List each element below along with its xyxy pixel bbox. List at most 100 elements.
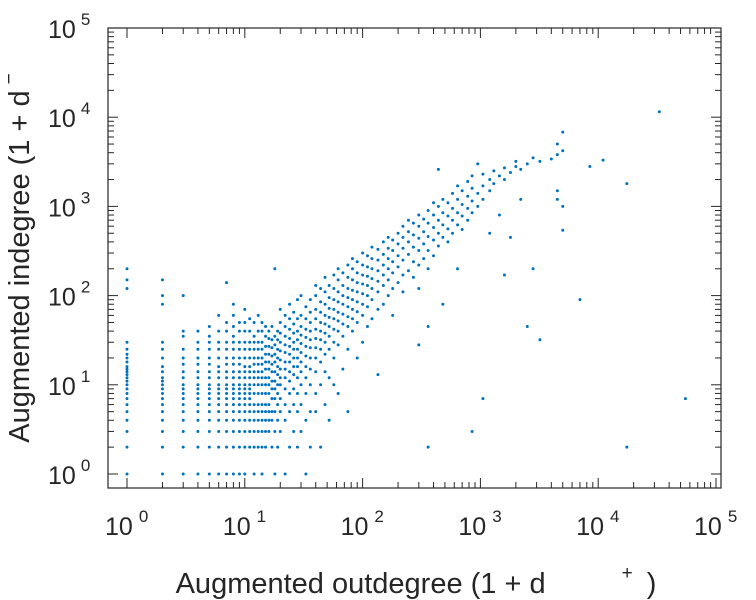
data-point bbox=[267, 337, 271, 341]
data-point bbox=[396, 242, 400, 246]
data-point bbox=[283, 472, 287, 476]
data-point bbox=[207, 325, 211, 329]
data-point bbox=[295, 445, 299, 449]
data-point bbox=[361, 292, 365, 296]
data-point bbox=[278, 429, 282, 433]
data-point bbox=[292, 347, 296, 351]
data-point bbox=[341, 367, 345, 371]
data-point bbox=[267, 360, 271, 364]
data-point bbox=[243, 403, 247, 407]
data-point bbox=[308, 410, 312, 414]
tick-labels: 10 0 10 0 10 1 10 1 10 2 10 2 10 3 10 3 10 4 10 4 10 5 10 5 bbox=[48, 10, 737, 541]
data-point bbox=[125, 383, 129, 387]
data-point bbox=[508, 170, 512, 174]
data-point bbox=[502, 166, 506, 170]
data-point bbox=[417, 224, 421, 228]
data-point bbox=[299, 313, 303, 317]
data-point bbox=[370, 287, 374, 291]
data-point bbox=[217, 429, 221, 433]
data-point bbox=[248, 429, 252, 433]
data-point bbox=[426, 267, 430, 271]
data-point bbox=[346, 263, 350, 267]
data-point bbox=[267, 418, 271, 422]
data-point bbox=[248, 370, 252, 374]
data-point bbox=[381, 252, 385, 256]
data-point bbox=[243, 320, 247, 324]
data-point bbox=[555, 189, 559, 193]
data-point bbox=[260, 356, 264, 360]
data-point bbox=[248, 383, 252, 387]
data-point bbox=[531, 156, 535, 160]
data-point bbox=[273, 360, 277, 364]
data-point bbox=[278, 367, 282, 371]
data-point bbox=[243, 410, 247, 414]
data-point bbox=[376, 290, 380, 294]
data-point bbox=[196, 429, 200, 433]
data-point bbox=[267, 410, 271, 414]
data-point bbox=[207, 391, 211, 395]
data-point bbox=[502, 273, 506, 277]
data-point bbox=[396, 231, 400, 235]
data-point bbox=[391, 313, 395, 317]
data-point bbox=[237, 387, 241, 391]
data-point bbox=[125, 347, 129, 351]
data-point bbox=[181, 334, 185, 338]
data-point bbox=[270, 387, 274, 391]
data-point bbox=[314, 337, 318, 341]
data-point bbox=[260, 410, 264, 414]
data-point bbox=[217, 387, 221, 391]
data-point bbox=[160, 397, 164, 401]
data-point bbox=[243, 383, 247, 387]
data-point bbox=[125, 360, 129, 364]
data-point bbox=[295, 329, 299, 333]
data-point bbox=[422, 217, 426, 221]
data-point bbox=[217, 376, 221, 380]
data-point bbox=[336, 319, 340, 323]
data-point bbox=[256, 362, 260, 366]
data-point bbox=[160, 429, 164, 433]
data-point bbox=[252, 410, 256, 414]
data-point bbox=[555, 153, 559, 157]
data-point bbox=[264, 352, 268, 356]
data-point bbox=[273, 429, 277, 433]
data-point bbox=[396, 265, 400, 269]
data-point bbox=[308, 445, 312, 449]
data-point bbox=[314, 370, 318, 374]
data-point bbox=[207, 362, 211, 366]
data-point bbox=[231, 302, 235, 306]
data-point bbox=[304, 418, 308, 422]
data-point bbox=[252, 418, 256, 422]
data-point bbox=[278, 331, 282, 335]
data-point bbox=[243, 418, 247, 422]
data-point bbox=[196, 356, 200, 360]
data-point bbox=[260, 329, 264, 333]
data-point bbox=[476, 162, 480, 166]
data-point bbox=[304, 391, 308, 395]
data-point bbox=[456, 223, 460, 227]
data-point bbox=[207, 383, 211, 387]
data-point bbox=[283, 343, 287, 347]
data-point bbox=[538, 338, 542, 342]
data-point bbox=[264, 429, 268, 433]
data-point bbox=[481, 172, 485, 176]
data-point bbox=[264, 383, 268, 387]
data-point bbox=[283, 334, 287, 338]
data-point bbox=[248, 356, 252, 360]
data-point bbox=[125, 472, 129, 476]
data-point bbox=[231, 391, 235, 395]
data-point bbox=[237, 340, 241, 344]
data-point bbox=[252, 445, 256, 449]
data-point bbox=[270, 418, 274, 422]
data-point bbox=[196, 362, 200, 366]
data-point bbox=[323, 275, 327, 279]
data-point bbox=[341, 334, 345, 338]
data-point bbox=[160, 410, 164, 414]
data-point bbox=[231, 410, 235, 414]
data-point bbox=[336, 391, 340, 395]
data-point bbox=[237, 391, 241, 395]
data-point bbox=[314, 356, 318, 360]
data-point bbox=[625, 445, 629, 449]
data-point bbox=[332, 383, 336, 387]
data-point bbox=[308, 383, 312, 387]
data-point bbox=[267, 376, 271, 380]
